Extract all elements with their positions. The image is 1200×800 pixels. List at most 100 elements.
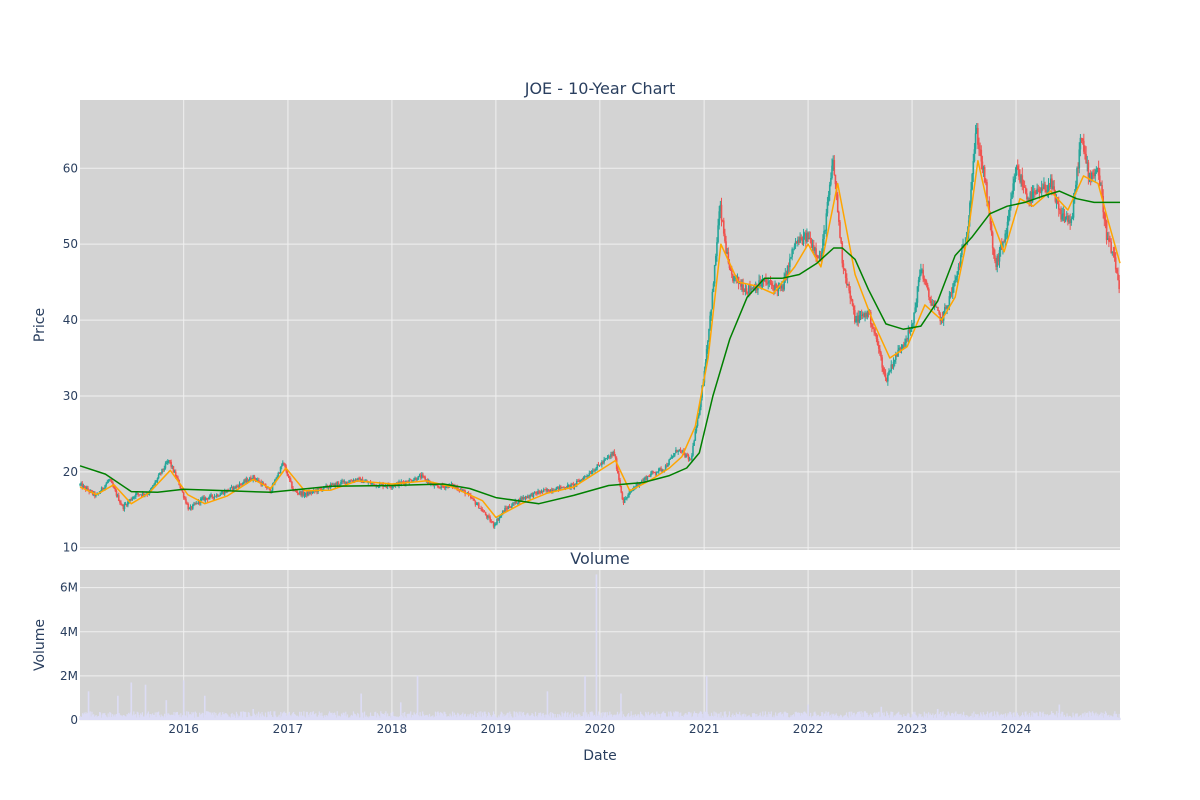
- volume-bar: [406, 714, 408, 720]
- candle-body: [787, 265, 790, 268]
- candle-body: [945, 307, 947, 309]
- candle-body: [157, 474, 160, 479]
- candle-body: [586, 475, 588, 477]
- volume-bar: [143, 716, 145, 720]
- volume-bar: [530, 715, 532, 720]
- volume-bar: [867, 714, 869, 720]
- candle-body: [1077, 168, 1079, 169]
- candle-body: [928, 289, 930, 298]
- candle-body: [409, 479, 412, 481]
- volume-bar: [1085, 714, 1087, 720]
- candle-body: [225, 490, 227, 493]
- volume-bar: [946, 715, 948, 720]
- volume-bar: [551, 717, 553, 720]
- candle-body: [635, 486, 637, 487]
- candle-body: [623, 498, 626, 503]
- volume-bar: [778, 712, 780, 720]
- volume-bar: [691, 717, 693, 720]
- candle-body: [79, 484, 81, 485]
- volume-bar: [736, 714, 738, 720]
- volume-bar: [161, 716, 163, 720]
- volume-bar: [978, 717, 980, 720]
- volume-bar: [590, 712, 592, 720]
- candle-body: [874, 332, 877, 334]
- volume-bar: [269, 711, 272, 720]
- volume-bar: [148, 717, 150, 720]
- candle-body: [135, 493, 137, 497]
- volume-bar: [862, 712, 864, 720]
- volume-bar: [998, 714, 1000, 720]
- volume-bar: [886, 713, 889, 720]
- volume-bar: [358, 717, 361, 720]
- candle-body: [856, 315, 858, 322]
- volume-bar: [1051, 712, 1054, 720]
- volume-bar: [965, 714, 967, 720]
- volume-bar: [482, 715, 484, 720]
- volume-bar: [216, 715, 218, 720]
- candle-body: [472, 498, 474, 500]
- candle-body: [814, 248, 816, 251]
- candle-body: [601, 462, 603, 466]
- candle-body: [923, 278, 926, 281]
- volume-bar: [922, 717, 925, 720]
- volume-bar: [643, 715, 645, 720]
- candle-body: [1010, 198, 1012, 209]
- candle-body: [746, 292, 749, 294]
- volume-bar: [505, 714, 508, 720]
- candle-body: [282, 462, 284, 466]
- volume-bar: [195, 712, 197, 720]
- volume-bar: [608, 715, 610, 720]
- volume-bar: [542, 712, 544, 720]
- candle-body: [852, 305, 855, 311]
- candle-body: [691, 455, 693, 460]
- candle-body: [875, 333, 878, 339]
- volume-bar: [321, 712, 323, 720]
- candle-body: [629, 491, 632, 493]
- volume-bar: [394, 716, 396, 720]
- volume-bar: [571, 711, 573, 720]
- candle-body: [858, 315, 861, 323]
- volume-bar: [713, 711, 715, 720]
- volume-bar: [717, 713, 719, 720]
- candle-body: [406, 481, 408, 483]
- candle-body: [914, 307, 916, 313]
- volume-bar: [305, 717, 307, 720]
- candle-body: [644, 477, 646, 479]
- candle-body: [188, 508, 191, 510]
- candle-body: [685, 454, 687, 458]
- candle-body: [718, 211, 721, 226]
- volume-bar: [460, 715, 462, 720]
- volume-bar: [1037, 715, 1039, 720]
- candle-body: [476, 503, 479, 505]
- volume-bar: [498, 715, 500, 720]
- volume-bar: [682, 716, 684, 720]
- volume-bar: [680, 712, 682, 720]
- candle-body: [130, 499, 133, 500]
- volume-bar: [567, 712, 569, 720]
- candle-body: [799, 237, 801, 243]
- volume-bar: [817, 714, 819, 720]
- volume-bar: [476, 712, 478, 720]
- volume-bar: [467, 714, 469, 720]
- volume-bar: [774, 717, 776, 720]
- candle-body: [587, 475, 589, 477]
- volume-bar: [560, 717, 562, 720]
- volume-bar: [765, 717, 767, 720]
- volume-bar: [898, 714, 901, 720]
- volume-bar: [263, 716, 266, 720]
- volume-bar: [984, 714, 986, 720]
- candle-body: [196, 502, 199, 504]
- volume-bar: [559, 715, 561, 720]
- volume-bar: [964, 717, 966, 720]
- candle-body: [595, 468, 597, 471]
- candle-body: [811, 245, 814, 248]
- volume-bar: [580, 716, 582, 720]
- volume-bar: [1117, 717, 1119, 720]
- volume-bar: [135, 717, 138, 720]
- volume-bar: [770, 711, 772, 720]
- candle-body: [904, 342, 906, 345]
- volume-bar: [907, 712, 909, 720]
- volume-bar: [928, 715, 931, 720]
- candle-body: [681, 450, 684, 452]
